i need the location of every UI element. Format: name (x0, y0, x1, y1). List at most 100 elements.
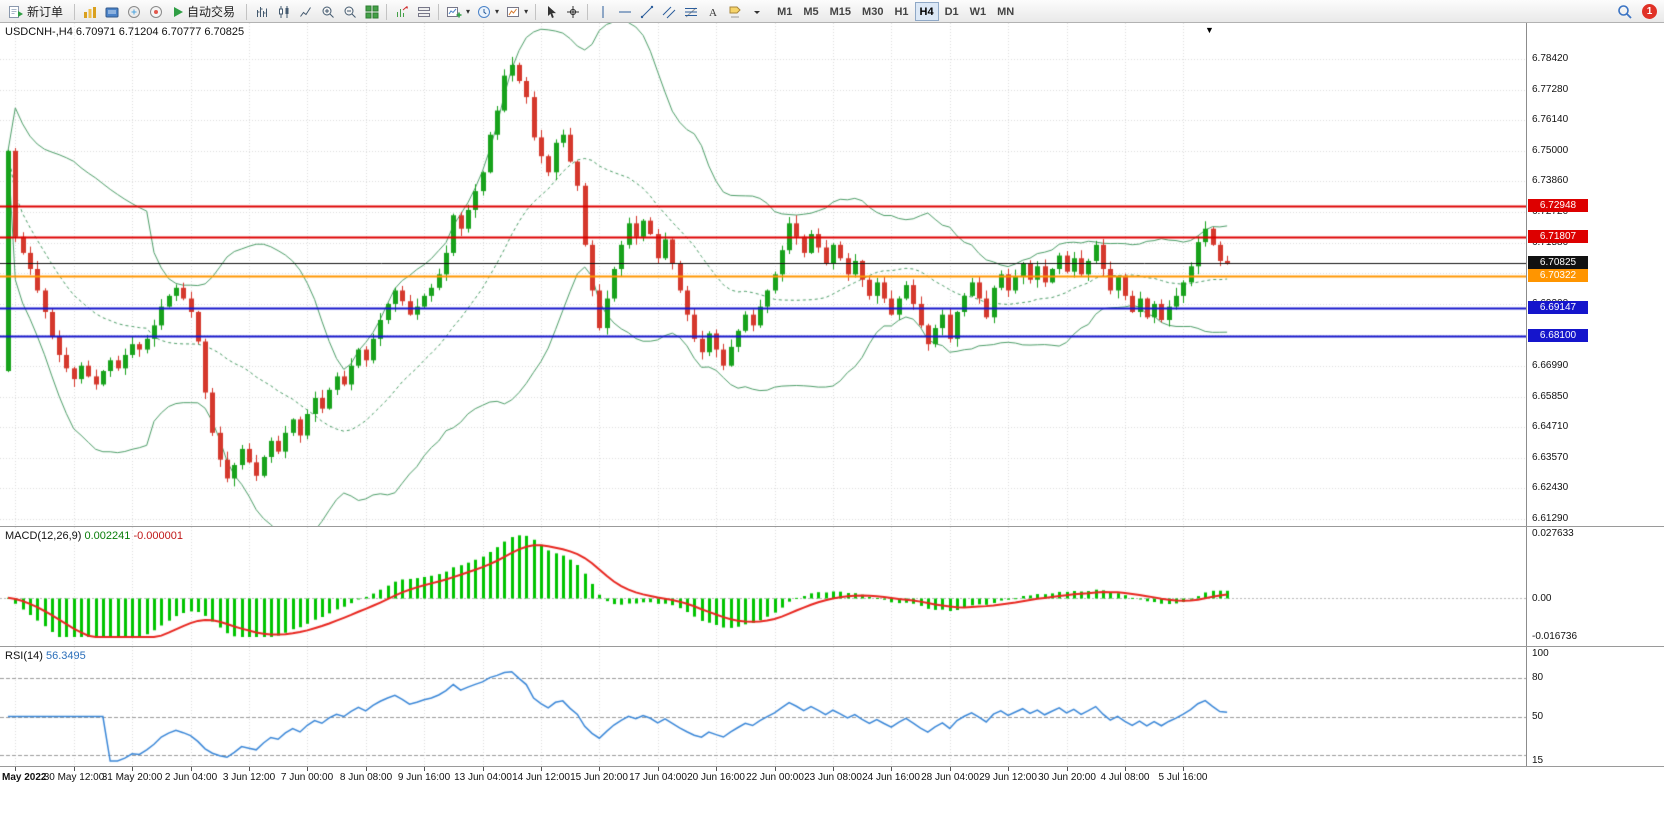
help-button[interactable] (145, 2, 166, 21)
timeframe-button-m5[interactable]: M5 (798, 2, 823, 21)
crosshair-button[interactable] (562, 2, 583, 21)
price-tag-6.69147: 6.69147 (1528, 301, 1588, 314)
autotrading-button[interactable]: 自动交易 (167, 2, 242, 21)
timeframe-button-h1[interactable]: H1 (889, 2, 913, 21)
rsi-canvas[interactable] (0, 647, 1526, 766)
time-axis-label: 7 Jun 00:00 (280, 772, 334, 783)
new-chart-icon (446, 5, 462, 19)
time-axis-label: 22 Jun 00:00 (746, 772, 804, 783)
cursor-button[interactable] (540, 2, 561, 21)
time-tick (658, 767, 659, 771)
horizontal-line-icon (618, 5, 632, 19)
rsi-panel: RSI(14) 56.3495 100 80 50 15 (0, 646, 1664, 766)
candlestick-icon (277, 5, 291, 19)
search-button[interactable] (1614, 2, 1635, 21)
crosshair-icon (566, 5, 580, 19)
indicators-icon (395, 5, 409, 19)
charts-button[interactable] (79, 2, 100, 21)
notification-badge[interactable]: 1 (1642, 4, 1657, 19)
macd-value-signal: -0.000001 (133, 530, 183, 542)
indicators-button[interactable] (391, 2, 412, 21)
time-tick (132, 767, 133, 771)
time-tick (424, 767, 425, 771)
profiles-button[interactable] (101, 2, 122, 21)
time-tick (307, 767, 308, 771)
time-tick (891, 767, 892, 771)
autotrading-label: 自动交易 (187, 5, 236, 19)
timeframe-button-m30[interactable]: M30 (857, 2, 888, 21)
time-tick (191, 767, 192, 771)
horizontal-line-button[interactable] (614, 2, 635, 21)
label-icon (728, 5, 742, 19)
trendline-button[interactable] (636, 2, 657, 21)
timeframe-button-d1[interactable]: D1 (940, 2, 964, 21)
line-chart-button[interactable] (295, 2, 316, 21)
time-tick (249, 767, 250, 771)
time-axis-label: 3 Jun 12:00 (222, 772, 276, 783)
macd-panel: MACD(12,26,9) 0.002241 -0.000001 0.02763… (0, 526, 1664, 646)
macd-value-main: 0.002241 (84, 530, 131, 542)
price-axis[interactable]: 6.784206.772806.761406.750006.738606.727… (1526, 23, 1664, 526)
zoom-out-icon (343, 5, 357, 19)
time-axis-label: 29 Jun 12:00 (979, 772, 1037, 783)
dropdown-arrow-icon: ▾ (466, 7, 471, 16)
charts-icon (83, 5, 97, 19)
autotrading-play-icon (172, 6, 184, 18)
line-chart-icon (299, 5, 313, 19)
templates-button[interactable]: ▾ (503, 2, 531, 21)
new-chart-button[interactable]: ▾ (443, 2, 473, 21)
timeframe-button-mn[interactable]: MN (992, 2, 1019, 21)
macd-axis[interactable]: 0.027633 0.00 -0.016736 (1526, 527, 1664, 646)
shapes-dropdown-icon (752, 5, 762, 19)
objects-list-button[interactable] (413, 2, 434, 21)
channel-button[interactable] (658, 2, 679, 21)
timeframe-button-m1[interactable]: M1 (772, 2, 797, 21)
zoom-in-button[interactable] (317, 2, 338, 21)
data-window-button[interactable] (123, 2, 144, 21)
toolbar-separator (386, 3, 388, 20)
price-chart-canvas[interactable] (0, 23, 1526, 526)
tile-windows-button[interactable] (361, 2, 382, 21)
fibonacci-button[interactable] (680, 2, 701, 21)
chart-shift-marker[interactable]: ▼ (1205, 25, 1214, 35)
price-tag-6.71807: 6.71807 (1528, 229, 1588, 243)
timeframe-group: M1 M5 M15 M30 H1 H4 D1 W1 MN (772, 2, 1019, 21)
rsi-axis-label: 80 (1532, 672, 1544, 684)
rsi-value: 56.3495 (45, 650, 86, 662)
time-axis-label: 28 Jun 04:00 (921, 772, 979, 783)
zoom-out-button[interactable] (339, 2, 360, 21)
zoom-in-icon (321, 5, 335, 19)
rsi-name: RSI(14) (5, 650, 43, 662)
chart-title: USDCNH-,H4 6.70971 6.71204 6.70777 6.708… (5, 26, 244, 38)
price-tag-6.70322: 6.70322 (1528, 269, 1588, 283)
time-axis-label: 9 Jun 16:00 (397, 772, 451, 783)
price-axis-label: 6.64710 (1532, 421, 1569, 433)
objects-list-icon (417, 5, 431, 19)
timeframe-button-h4[interactable]: H4 (914, 2, 939, 21)
time-tick (716, 767, 717, 771)
time-axis-label: 30 Jun 20:00 (1038, 772, 1096, 783)
time-tick (599, 767, 600, 771)
time-axis[interactable]: May 2022 30 May 12:00 31 May 20:00 2 Jun 04… (0, 766, 1664, 788)
macd-axis-label: 0.027633 (1532, 528, 1574, 539)
vertical-line-button[interactable] (592, 2, 613, 21)
shapes-dropdown-button[interactable] (746, 2, 767, 21)
candlestick-button[interactable] (273, 2, 294, 21)
timeframe-button-m15[interactable]: M15 (825, 2, 856, 21)
rsi-axis[interactable]: 100 80 50 15 (1526, 647, 1664, 766)
search-icon (1617, 4, 1632, 19)
fibonacci-icon (684, 5, 698, 19)
price-axis-label: 6.76140 (1532, 114, 1569, 126)
new-order-button[interactable]: 新订单 (3, 2, 70, 21)
bar-chart-icon (255, 5, 269, 19)
bar-chart-button[interactable] (251, 2, 272, 21)
timeframe-button-w1[interactable]: W1 (965, 2, 992, 21)
time-axis-label: May 2022 (2, 772, 47, 783)
label-button[interactable] (724, 2, 745, 21)
price-axis-label: 6.66990 (1532, 359, 1569, 371)
rsi-title: RSI(14) 56.3495 (5, 650, 86, 662)
toolbar-right: 1 (1614, 2, 1661, 21)
macd-canvas[interactable] (0, 527, 1526, 646)
text-button[interactable]: A (702, 2, 723, 21)
periods-button[interactable]: ▾ (474, 2, 502, 21)
